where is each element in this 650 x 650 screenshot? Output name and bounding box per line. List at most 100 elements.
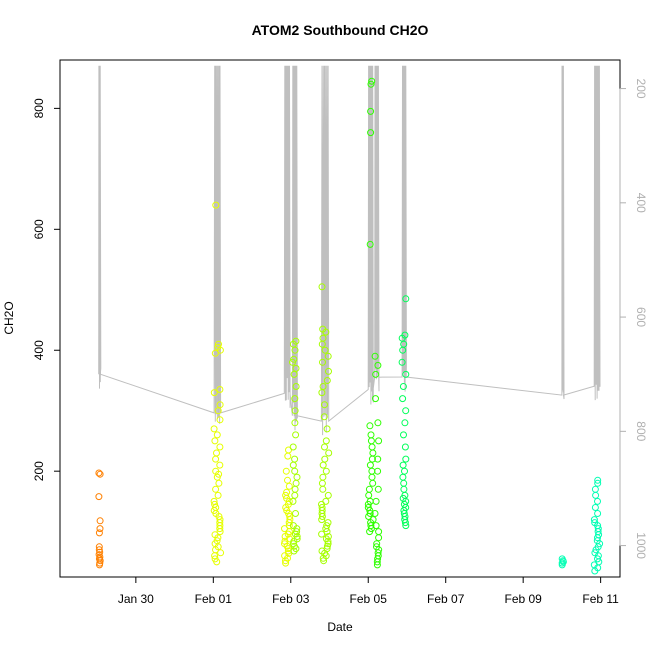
data-point	[291, 467, 299, 475]
data-point	[293, 528, 301, 536]
x-axis-label: Date	[327, 620, 353, 634]
data-point	[319, 485, 327, 493]
data-point	[291, 407, 299, 415]
data-point	[290, 355, 298, 363]
data-point	[401, 467, 408, 475]
data-point	[399, 395, 407, 403]
data-point	[321, 346, 329, 354]
data-point	[95, 529, 103, 537]
data-point	[216, 401, 224, 409]
data-point	[366, 422, 374, 430]
y-tick-label: 800	[32, 98, 46, 118]
data-point	[212, 485, 220, 493]
y-axis-label: CH2O	[2, 301, 16, 334]
data-point	[374, 361, 382, 369]
data-point	[291, 485, 299, 493]
data-point	[401, 443, 409, 451]
data-point	[215, 479, 223, 487]
data-point	[321, 443, 328, 451]
y-tick-label: 600	[32, 219, 46, 239]
y2-tick-label: 400	[634, 193, 648, 213]
data-point	[400, 485, 408, 493]
data-point	[215, 340, 222, 348]
data-point	[289, 461, 297, 469]
data-point	[374, 485, 382, 493]
data-point	[212, 201, 220, 209]
data-point	[319, 383, 327, 390]
data-point	[291, 419, 299, 427]
data-point	[282, 491, 290, 499]
data-point	[591, 504, 599, 511]
data-point	[369, 479, 377, 487]
data-point	[324, 352, 332, 360]
data-point	[96, 548, 104, 556]
data-point	[594, 497, 601, 505]
x-tick-label: Jan 30	[118, 592, 154, 606]
data-point	[371, 510, 379, 517]
data-point	[322, 437, 330, 445]
data-point	[402, 455, 410, 463]
data-point	[214, 491, 222, 499]
data-point	[594, 525, 602, 533]
data-point	[367, 129, 375, 137]
data-point	[318, 283, 326, 291]
data-point	[594, 479, 602, 487]
data-point	[318, 504, 326, 511]
data-point	[324, 540, 332, 548]
data-point	[285, 482, 293, 490]
data-point	[399, 473, 407, 481]
data-point	[322, 525, 330, 533]
y-tick-label: 200	[32, 461, 46, 481]
y2-tick-label: 200	[634, 79, 648, 99]
data-point	[321, 401, 328, 409]
data-point	[319, 473, 327, 481]
data-point	[592, 491, 600, 499]
data-point	[367, 522, 375, 530]
data-point	[213, 537, 221, 545]
data-point	[292, 364, 300, 372]
data-point	[217, 549, 225, 557]
data-point	[374, 419, 382, 427]
x-tick-label: Feb 11	[582, 592, 619, 606]
data-point	[95, 543, 103, 551]
data-point	[366, 461, 374, 469]
data-point	[293, 535, 301, 543]
x-tick-label: Feb 09	[504, 592, 542, 606]
data-point	[95, 493, 103, 501]
data-point	[400, 479, 408, 487]
data-point	[282, 467, 290, 475]
data-point	[365, 485, 373, 493]
data-point	[401, 331, 409, 339]
data-point	[289, 522, 297, 530]
x-tick-label: Feb 03	[272, 592, 310, 606]
data-point	[95, 546, 103, 554]
data-point	[214, 343, 222, 351]
x-tick-label: Feb 01	[195, 592, 233, 606]
data-point	[323, 545, 331, 553]
data-point	[367, 437, 375, 445]
data-point	[368, 77, 376, 85]
data-point	[367, 107, 375, 115]
data-point	[591, 485, 599, 493]
data-point	[591, 519, 599, 527]
x-tick-label: Feb 05	[350, 592, 388, 606]
data-point	[210, 425, 218, 433]
data-point	[320, 413, 328, 421]
data-point	[211, 555, 219, 563]
data-point	[368, 467, 376, 475]
data-point	[399, 461, 407, 469]
point-layer	[95, 77, 604, 575]
data-point	[281, 540, 288, 548]
y2-tick-label: 1000	[634, 532, 648, 559]
data-point	[210, 497, 218, 505]
data-point	[402, 295, 410, 303]
data-point	[212, 467, 220, 475]
data-point	[369, 449, 377, 457]
data-point	[324, 491, 332, 499]
data-point	[375, 528, 383, 536]
data-point	[321, 455, 329, 463]
data-point	[291, 491, 299, 499]
y2-tick-label: 800	[634, 421, 648, 441]
data-point	[372, 522, 380, 530]
